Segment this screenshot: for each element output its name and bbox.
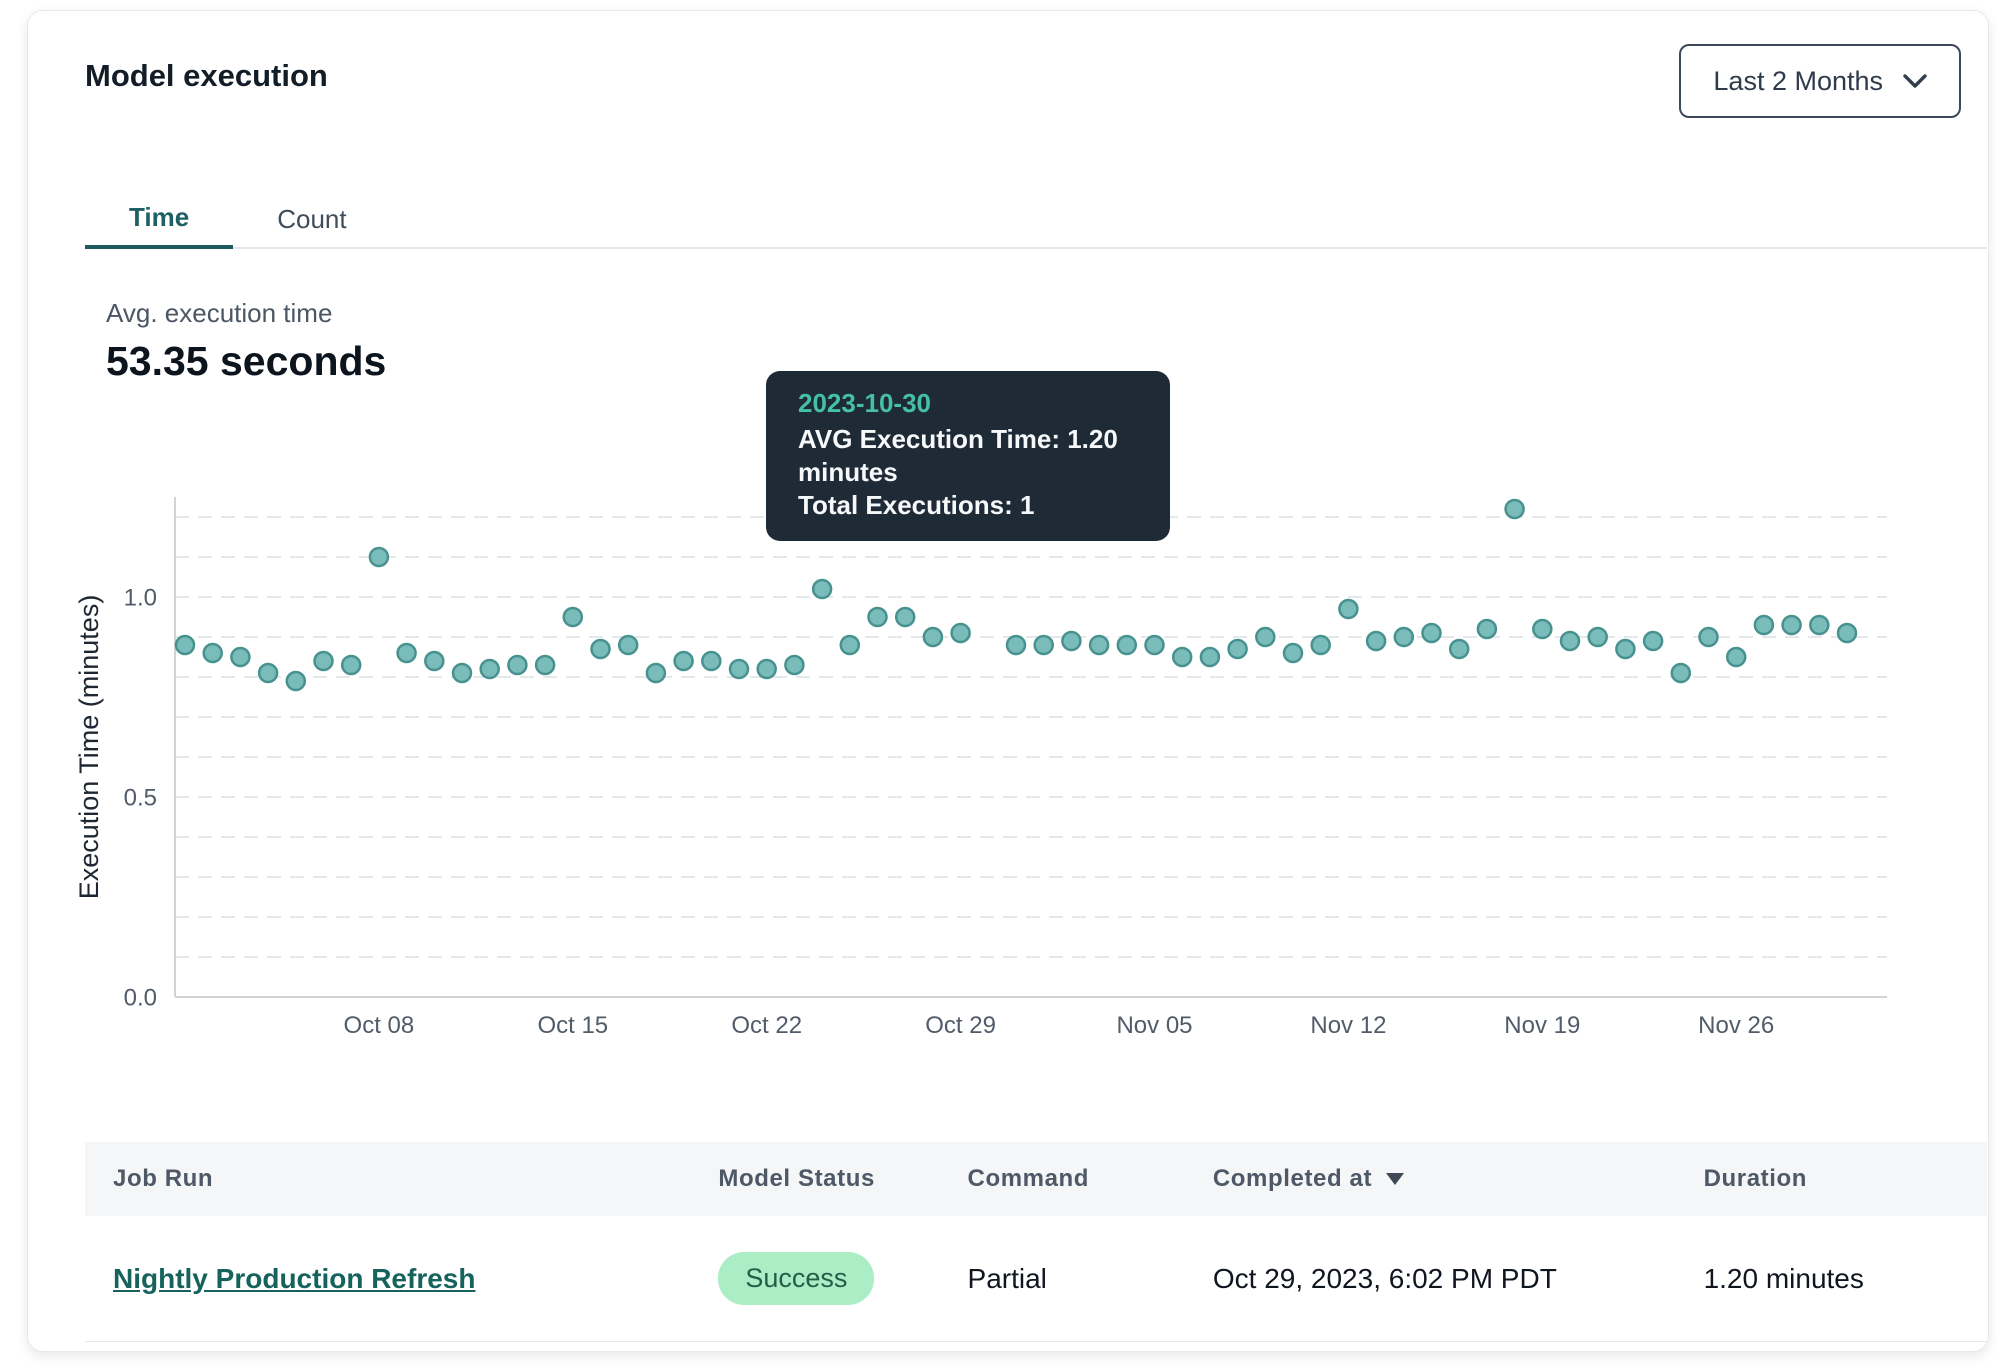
svg-text:Nov 05: Nov 05	[1116, 1012, 1192, 1039]
chevron-down-icon	[1903, 73, 1927, 88]
period-selector-button[interactable]: Last 2 Months	[1679, 44, 1961, 118]
completed-at-cell: Oct 29, 2023, 6:02 PM PDT	[1212, 1262, 1557, 1294]
table-row: Nightly Production Refresh Success Parti…	[85, 1216, 1987, 1342]
tooltip-avg-execution-time: AVG Execution Time: 1.20 minutes	[798, 424, 1118, 487]
model-execution-card: Model execution Last 2 Months Time Count…	[27, 10, 1989, 1352]
tabs-divider	[85, 247, 1987, 249]
status-badge: Success	[718, 1252, 875, 1305]
column-header-model-status: Model Status	[718, 1165, 875, 1192]
column-header-completed-at[interactable]: Completed at	[1213, 1165, 1704, 1193]
execution-time-chart[interactable]: 0.0 0.5 1.0 Execution Time (minutes) Oct 08 O…	[68, 481, 1938, 1071]
command-cell: Partial	[967, 1262, 1047, 1294]
svg-text:Nov 26: Nov 26	[1698, 1012, 1774, 1039]
svg-text:Nov 12: Nov 12	[1310, 1012, 1386, 1039]
job-run-link[interactable]: Nightly Production Refresh	[113, 1262, 476, 1294]
column-header-duration: Duration	[1703, 1165, 1808, 1192]
svg-text:Execution Time (minutes): Execution Time (minutes)	[74, 595, 104, 900]
svg-text:Oct 22: Oct 22	[731, 1012, 802, 1039]
page-title: Model execution	[85, 58, 328, 93]
avg-execution-time-value: 53.35 seconds	[106, 338, 387, 384]
chart-tooltip: 2023-10-30 AVG Execution Time: 1.20 minu…	[766, 371, 1170, 541]
svg-text:Nov 19: Nov 19	[1504, 1012, 1580, 1039]
svg-text:Oct 15: Oct 15	[537, 1012, 608, 1039]
avg-execution-time-label: Avg. execution time	[106, 298, 333, 328]
table-header: Job Run Model Status Command Completed a…	[85, 1142, 1987, 1216]
duration-cell: 1.20 minutes	[1703, 1262, 1864, 1294]
svg-text:Oct 29: Oct 29	[925, 1012, 996, 1039]
svg-text:0.0: 0.0	[124, 984, 157, 1011]
tooltip-total-executions: Total Executions: 1	[798, 490, 1035, 520]
svg-text:Oct 08: Oct 08	[344, 1012, 415, 1039]
sort-desc-icon	[1386, 1173, 1405, 1185]
svg-text:0.5: 0.5	[124, 784, 157, 811]
tab-count[interactable]: Count	[277, 203, 347, 234]
tooltip-date: 2023-10-30	[798, 388, 931, 418]
scatter-plot[interactable]: 0.0 0.5 1.0 Execution Time (minutes) Oct 08 O…	[68, 481, 1938, 1071]
period-selector-label: Last 2 Months	[1713, 65, 1883, 96]
tab-time[interactable]: Time	[85, 189, 234, 249]
column-header-job-run: Job Run	[113, 1165, 214, 1192]
tab-bar: Time Count	[85, 189, 391, 249]
svg-text:1.0: 1.0	[124, 584, 157, 611]
column-header-command: Command	[967, 1165, 1090, 1192]
